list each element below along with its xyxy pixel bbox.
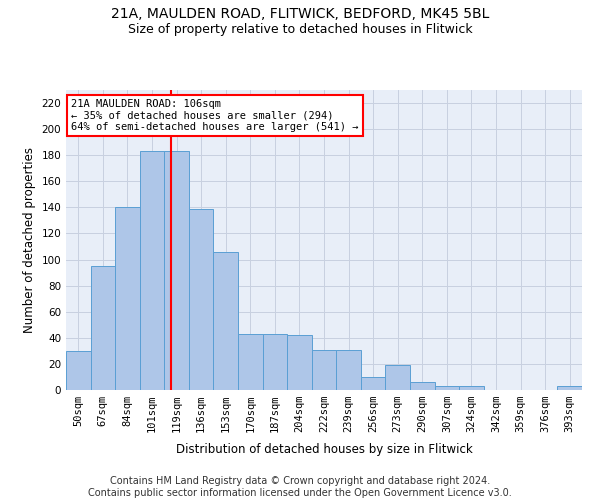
Bar: [385, 365, 410, 390]
Bar: [238, 334, 263, 390]
Text: 21A MAULDEN ROAD: 106sqm
← 35% of detached houses are smaller (294)
64% of semi-: 21A MAULDEN ROAD: 106sqm ← 35% of detach…: [71, 99, 359, 132]
Bar: [312, 350, 336, 390]
Bar: [140, 152, 164, 390]
Bar: [164, 152, 189, 390]
Text: Contains HM Land Registry data © Crown copyright and database right 2024.
Contai: Contains HM Land Registry data © Crown c…: [88, 476, 512, 498]
Bar: [557, 386, 582, 390]
Text: Distribution of detached houses by size in Flitwick: Distribution of detached houses by size …: [176, 442, 472, 456]
Bar: [115, 208, 140, 390]
Bar: [66, 351, 91, 390]
Bar: [189, 208, 214, 390]
Bar: [91, 266, 115, 390]
Text: 21A, MAULDEN ROAD, FLITWICK, BEDFORD, MK45 5BL: 21A, MAULDEN ROAD, FLITWICK, BEDFORD, MK…: [111, 8, 489, 22]
Bar: [214, 252, 238, 390]
Bar: [410, 382, 434, 390]
Y-axis label: Number of detached properties: Number of detached properties: [23, 147, 36, 333]
Bar: [287, 335, 312, 390]
Bar: [263, 334, 287, 390]
Bar: [434, 386, 459, 390]
Bar: [336, 350, 361, 390]
Bar: [459, 386, 484, 390]
Bar: [361, 377, 385, 390]
Text: Size of property relative to detached houses in Flitwick: Size of property relative to detached ho…: [128, 22, 472, 36]
